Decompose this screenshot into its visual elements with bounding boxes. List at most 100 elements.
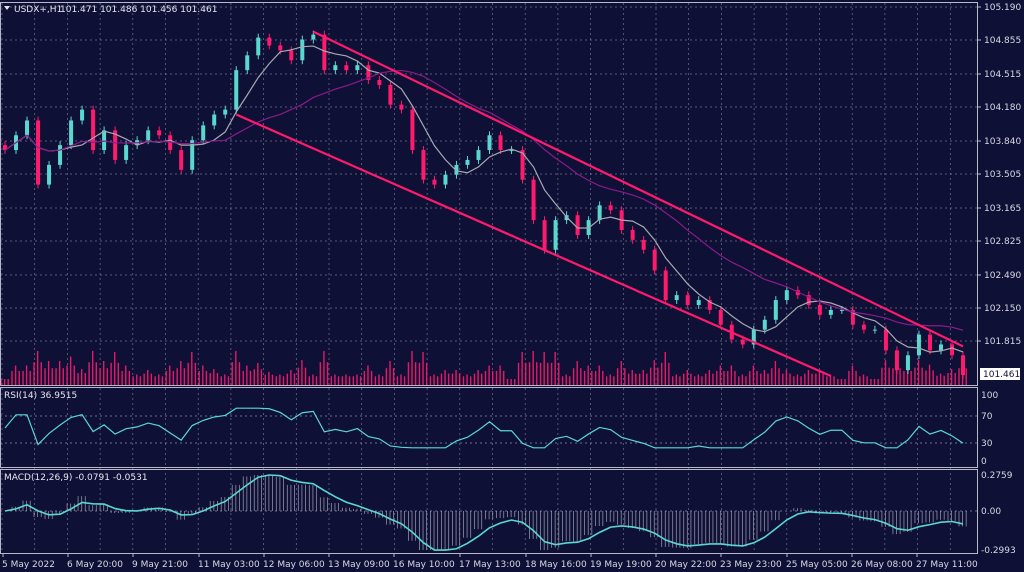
candle-body bbox=[47, 164, 52, 185]
symbol-label: USDX+,H1 bbox=[14, 5, 62, 15]
candle-body bbox=[300, 39, 305, 61]
candle-body bbox=[80, 109, 85, 121]
candle-body bbox=[333, 65, 338, 71]
candle-body bbox=[751, 329, 756, 345]
price-tick-label: 103.165 bbox=[984, 204, 1021, 214]
candle-body bbox=[916, 334, 921, 356]
collapse-triangle-icon[interactable] bbox=[4, 6, 10, 10]
candle-body bbox=[421, 150, 426, 180]
time-tick-label: 16 May 10:00 bbox=[393, 560, 455, 570]
candle-body bbox=[894, 350, 899, 371]
trendlines[interactable] bbox=[235, 30, 964, 378]
ohlc-readout: 101.471 101.486 101.456 101.461 bbox=[60, 5, 217, 15]
price-tick-label: 105.190 bbox=[984, 3, 1021, 13]
time-tick-label: 6 May 20:00 bbox=[67, 560, 123, 570]
candle-body bbox=[795, 290, 800, 296]
candle-body bbox=[707, 300, 712, 310]
candle-body bbox=[883, 329, 888, 351]
candle-body bbox=[465, 159, 470, 165]
candle-body bbox=[201, 125, 206, 141]
candle-body bbox=[487, 135, 492, 151]
price-tick-label: 102.825 bbox=[984, 237, 1021, 247]
candle-body bbox=[432, 179, 437, 185]
candle-body bbox=[740, 339, 745, 345]
current-price-box bbox=[980, 368, 1020, 380]
candle-body bbox=[828, 309, 833, 315]
candle-body bbox=[872, 329, 877, 331]
candle-body bbox=[212, 114, 217, 126]
price-tick-label: 103.505 bbox=[984, 170, 1021, 180]
candle-body bbox=[905, 355, 910, 371]
candle-body bbox=[553, 220, 558, 250]
candle-body bbox=[718, 309, 723, 325]
macd-tick-label: 0.2759 bbox=[981, 471, 1013, 481]
candle-body bbox=[157, 130, 162, 136]
candle-body bbox=[267, 37, 272, 46]
price-tick-label: 104.855 bbox=[984, 36, 1021, 46]
panel-frame bbox=[0, 2, 978, 386]
candle-body bbox=[674, 295, 679, 301]
candle-body bbox=[102, 130, 107, 151]
rsi-tick-label: 0 bbox=[981, 457, 987, 467]
current-price-label: 101.461 bbox=[983, 370, 1020, 380]
macd-panel bbox=[4, 474, 967, 551]
candle-body bbox=[443, 174, 448, 185]
candle-body bbox=[509, 150, 514, 152]
time-tick-label: 19 May 19:00 bbox=[590, 560, 652, 570]
rsi-tick-label: 100 bbox=[981, 391, 998, 401]
candle-body bbox=[784, 290, 789, 301]
candle-body bbox=[289, 50, 294, 61]
price-tick-label: 102.150 bbox=[984, 304, 1021, 314]
candle-body bbox=[531, 179, 536, 221]
candle-body bbox=[25, 120, 30, 136]
candle-body bbox=[190, 140, 195, 170]
candle-body bbox=[575, 215, 580, 235]
candle-body bbox=[168, 135, 173, 151]
ma-slow-line bbox=[4, 69, 964, 331]
candle-body bbox=[817, 304, 822, 315]
candle-body bbox=[696, 300, 701, 305]
candle-body bbox=[961, 355, 965, 376]
candle-body bbox=[663, 270, 668, 301]
candle-body bbox=[520, 150, 525, 180]
price-tick-label: 102.490 bbox=[984, 271, 1021, 281]
candle-body bbox=[322, 34, 327, 71]
price-tick-label: 104.515 bbox=[984, 70, 1021, 80]
price-tick-label: 103.840 bbox=[984, 137, 1021, 147]
volume-bars bbox=[0, 351, 967, 385]
grid bbox=[0, 3, 977, 553]
rsi-tick-label: 70 bbox=[981, 412, 993, 422]
time-tick-label: 17 May 13:00 bbox=[459, 560, 521, 570]
time-tick-label: 20 May 22:00 bbox=[655, 560, 717, 570]
candle-body bbox=[3, 145, 7, 151]
candle-body bbox=[949, 344, 954, 356]
time-tick-label: 5 May 2022 bbox=[2, 560, 55, 570]
price-tick-label: 104.180 bbox=[984, 103, 1021, 113]
panel-frame bbox=[0, 469, 978, 554]
time-tick-label: 12 May 06:00 bbox=[263, 560, 325, 570]
candle-body bbox=[399, 104, 404, 110]
candle-body bbox=[377, 80, 382, 85]
candle-body bbox=[36, 120, 41, 185]
candle-body bbox=[839, 309, 844, 311]
time-tick-label: 13 May 09:00 bbox=[328, 560, 390, 570]
candle-body bbox=[597, 205, 602, 221]
candle-body bbox=[311, 34, 316, 40]
candle-body bbox=[91, 109, 96, 151]
candle-body bbox=[58, 145, 63, 165]
rsi-panel bbox=[4, 407, 964, 449]
candle-body bbox=[256, 37, 261, 56]
candle-body bbox=[234, 70, 239, 110]
candle-body bbox=[146, 130, 151, 141]
candle-body bbox=[927, 334, 932, 351]
rsi-title: RSI(14) 36.9515 bbox=[4, 391, 77, 401]
moving-averages bbox=[4, 45, 964, 353]
candle-body bbox=[652, 249, 657, 271]
time-tick-label: 27 May 11:00 bbox=[916, 560, 978, 570]
candle-body bbox=[773, 300, 778, 320]
panel-frames bbox=[0, 2, 978, 554]
time-tick-label: 9 May 21:00 bbox=[132, 560, 188, 570]
candle-body bbox=[223, 109, 228, 115]
time-tick-label: 23 May 23:00 bbox=[720, 560, 782, 570]
